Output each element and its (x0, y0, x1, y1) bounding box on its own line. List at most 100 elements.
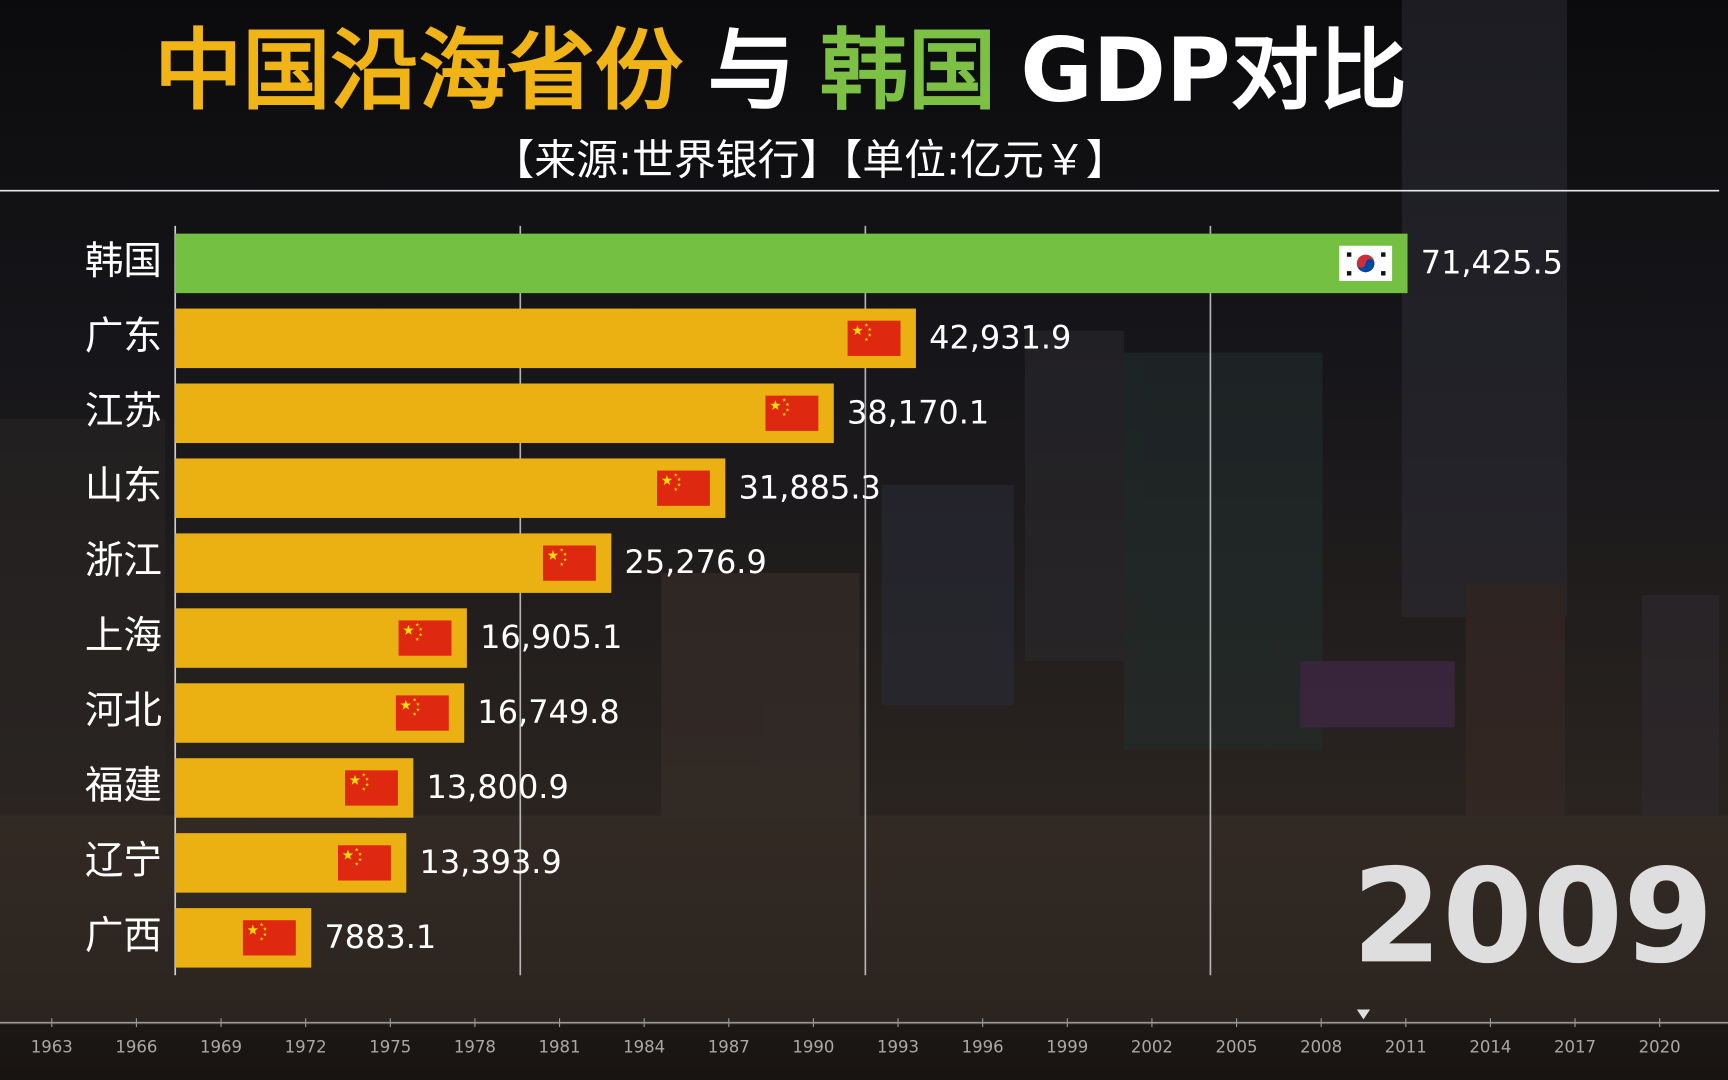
flag-star (365, 777, 369, 781)
flag-star (349, 774, 361, 785)
chart-title: 中国沿海省份与韩国 GDP对比 (154, 20, 1407, 123)
flag-star (415, 637, 420, 641)
timeline-tick-label: 1963 (31, 1038, 73, 1057)
flag-trigram (1346, 252, 1352, 257)
flag-star (867, 327, 872, 332)
value-label: 13,800.9 (427, 768, 569, 806)
y-tick-label: 江苏 (85, 389, 162, 434)
y-tick-label: 福建 (85, 763, 162, 808)
flag-star (864, 337, 869, 342)
city-backdrop (0, 0, 1728, 1025)
timeline-tick-label: 1996 (962, 1038, 1004, 1057)
flag-star (415, 622, 420, 627)
flag-field (765, 395, 819, 431)
flag-star (547, 549, 559, 560)
timeline-tick-label: 2005 (1216, 1038, 1258, 1057)
flag-star (563, 552, 567, 556)
flag-field (345, 770, 398, 806)
flag-field (657, 470, 710, 506)
timeline-tick-label: 2002 (1131, 1038, 1173, 1057)
flag-field (398, 620, 452, 656)
flag-field (847, 320, 901, 356)
flag-star (361, 787, 366, 791)
flag-star (263, 932, 267, 937)
flag-star (864, 323, 869, 327)
flag-star (677, 482, 681, 487)
flag (847, 320, 901, 356)
timeline-tick-label: 1981 (539, 1038, 581, 1057)
title-part: 韩国 (820, 20, 996, 123)
timeline-tick-label: 1975 (369, 1038, 411, 1057)
flag-star (852, 325, 863, 336)
y-tick-label: 辽宁 (85, 838, 162, 883)
flag (1339, 245, 1393, 282)
flag-field (395, 695, 449, 731)
value-label: 31,885.3 (739, 468, 881, 506)
timeline-tick-label: 1990 (792, 1038, 834, 1057)
flag-star (416, 702, 420, 706)
flag-star (661, 474, 673, 485)
value-label: 16,749.8 (477, 693, 619, 731)
bar (175, 383, 834, 444)
flag-star (259, 936, 264, 941)
flag-star (785, 407, 790, 412)
flag (398, 620, 452, 656)
flag (543, 545, 596, 581)
flag (337, 845, 391, 881)
flag-star (358, 857, 362, 862)
timeline-tick-label: 1972 (285, 1038, 327, 1057)
flag (657, 470, 710, 506)
flag-star (259, 922, 264, 927)
value-label: 38,170.1 (847, 393, 989, 431)
flag-star (677, 477, 681, 481)
value-label: 16,905.1 (480, 618, 622, 656)
bar (175, 233, 1408, 294)
chart-subtitle: 【来源:世界银行】【单位:亿元￥】 (492, 136, 1127, 185)
flag-star (263, 927, 267, 931)
flag-star (354, 862, 359, 866)
flag-star (358, 852, 362, 856)
flag-star (673, 487, 678, 491)
y-tick-label: 河北 (85, 689, 162, 734)
flag (395, 695, 449, 731)
flag-star (770, 400, 781, 411)
flag-star (559, 562, 564, 566)
y-tick-label: 上海 (85, 614, 162, 659)
flag-star (782, 412, 787, 416)
flag (765, 395, 819, 431)
flag-star (247, 924, 259, 935)
flag-star (563, 557, 567, 562)
flag (242, 920, 296, 956)
timeline-tick-label: 2017 (1554, 1038, 1596, 1057)
timeline-marker (1356, 1009, 1371, 1020)
flag-star (867, 333, 872, 337)
timeline-tick-label: 1987 (708, 1038, 750, 1057)
timeline-tick-label: 1993 (877, 1038, 919, 1057)
y-tick-label: 浙江 (85, 539, 162, 584)
y-tick-label: 广东 (85, 314, 162, 359)
flag-star (342, 849, 354, 860)
y-tick-label: 韩国 (85, 239, 162, 284)
timeline-tick-label: 1978 (454, 1038, 496, 1057)
bar (175, 308, 916, 369)
y-tick-label: 山东 (85, 464, 162, 509)
flag-star (403, 624, 414, 635)
flag-star (782, 398, 787, 402)
value-label: 71,425.5 (1421, 243, 1563, 281)
flag-star (416, 707, 420, 712)
value-label: 7883.1 (324, 918, 436, 956)
timeline-tick-label: 2014 (1469, 1038, 1511, 1057)
timeline-tick-label: 1984 (623, 1038, 665, 1057)
flag-star (785, 402, 790, 407)
flag-trigram (1381, 271, 1386, 276)
flag-taeguk-blue (1356, 258, 1375, 273)
flag-star (418, 627, 423, 631)
flag-field (242, 920, 296, 956)
value-label: 25,276.9 (625, 543, 767, 581)
title-part: 中国沿海省份 (154, 20, 683, 123)
timeline-tick-label: 2020 (1639, 1038, 1681, 1057)
timeline-tick-label: 2011 (1385, 1038, 1427, 1057)
y-tick-label: 广西 (85, 913, 162, 958)
timeline-tick-label: 2008 (1300, 1038, 1342, 1057)
